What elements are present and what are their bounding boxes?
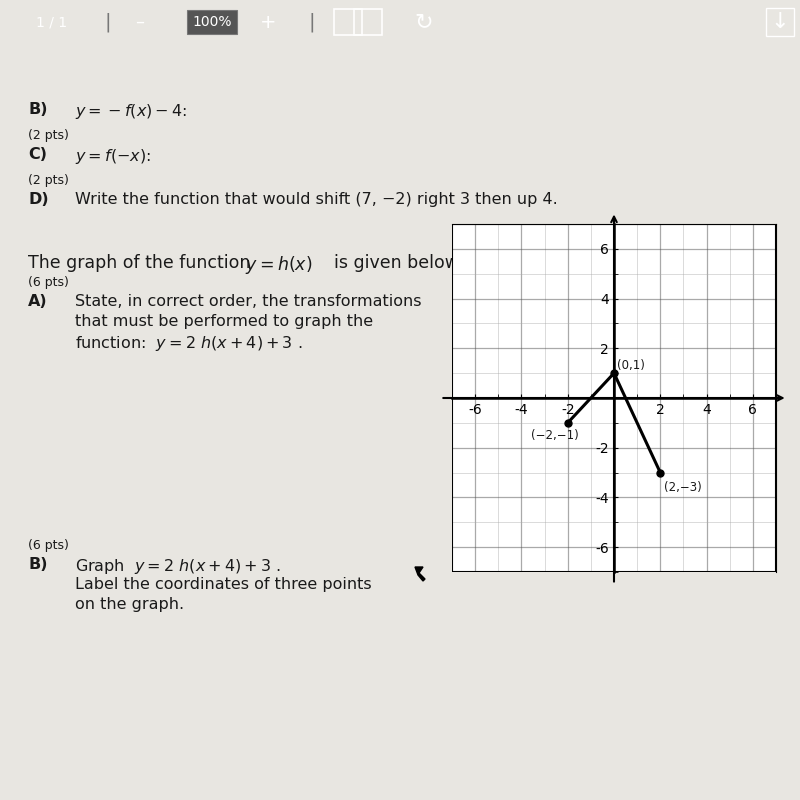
Text: A): A) [28, 294, 48, 309]
Text: 1 / 1: 1 / 1 [37, 15, 67, 29]
Text: $y = -f(x) - 4$:: $y = -f(x) - 4$: [75, 102, 187, 121]
Text: (2 pts): (2 pts) [28, 174, 69, 187]
Text: that must be performed to graph the: that must be performed to graph the [75, 314, 373, 329]
Text: –: – [135, 13, 145, 31]
Text: (6 pts): (6 pts) [28, 539, 69, 552]
Bar [334, 9, 362, 35]
Text: on the graph.: on the graph. [75, 597, 184, 612]
Text: ↓: ↓ [770, 12, 790, 32]
Text: |: | [105, 12, 111, 32]
Text: $y = h(x)$: $y = h(x)$ [245, 254, 312, 276]
Text: State, in correct order, the transformations: State, in correct order, the transformat… [75, 294, 422, 309]
Text: Graph  $y = 2\ h(x + 4) + 3$ .: Graph $y = 2\ h(x + 4) + 3$ . [75, 557, 281, 576]
Text: |: | [309, 12, 315, 32]
Text: B): B) [28, 102, 47, 117]
Text: (6 pts): (6 pts) [28, 276, 69, 289]
Text: D): D) [28, 192, 49, 207]
Bar [354, 9, 382, 35]
Text: 100%: 100% [192, 15, 232, 29]
Text: B): B) [28, 557, 47, 572]
Text: ↻: ↻ [414, 12, 434, 32]
Text: (0,1): (0,1) [618, 359, 646, 372]
Text: +: + [260, 13, 276, 31]
Polygon shape [415, 567, 425, 581]
Text: is given below.: is given below. [323, 254, 463, 272]
Text: $y = f(-x)$:: $y = f(-x)$: [75, 147, 151, 166]
Text: (2,−3): (2,−3) [664, 481, 702, 494]
Text: (−2,−1): (−2,−1) [530, 429, 578, 442]
Text: Write the function that would shift (7, −2) right 3 then up 4.: Write the function that would shift (7, … [75, 192, 558, 207]
Text: (2 pts): (2 pts) [28, 129, 69, 142]
Text: C): C) [28, 147, 47, 162]
Bar [452, 224, 776, 572]
Text: The graph of the function: The graph of the function [28, 254, 262, 272]
Text: Label the coordinates of three points: Label the coordinates of three points [75, 577, 372, 592]
Text: function:  $y = 2\ h(x + 4) + 3$ .: function: $y = 2\ h(x + 4) + 3$ . [75, 334, 302, 353]
